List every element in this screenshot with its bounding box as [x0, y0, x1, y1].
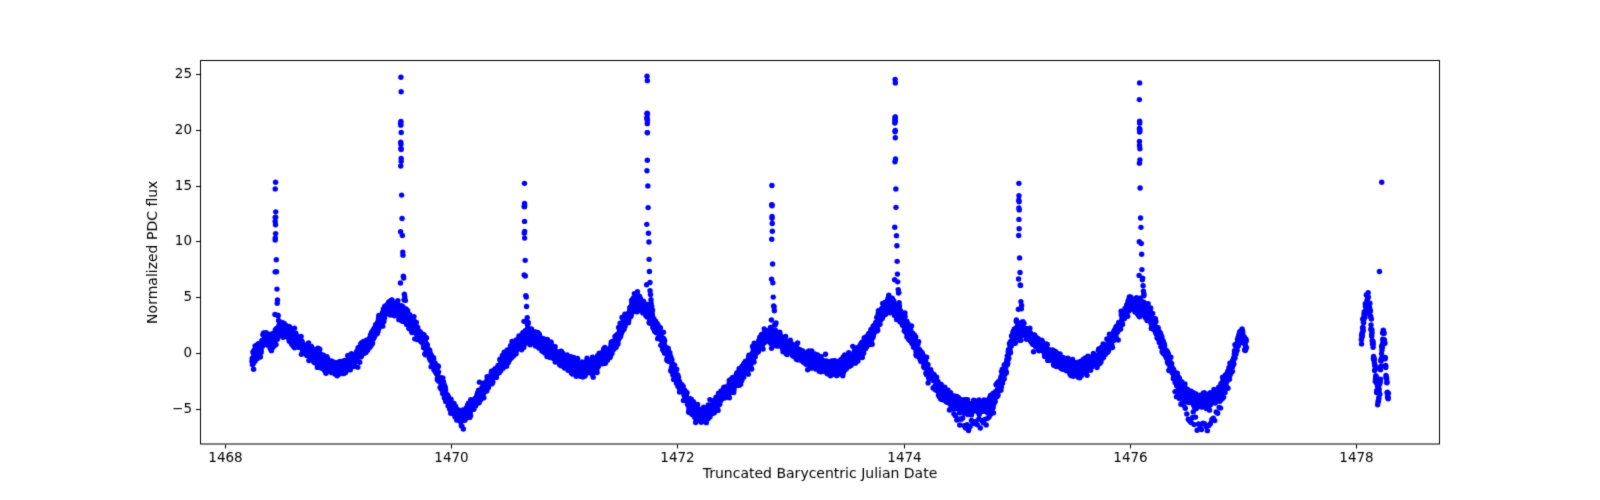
scatter-plot-canvas — [0, 0, 1600, 500]
light-curve-figure — [0, 0, 1600, 500]
